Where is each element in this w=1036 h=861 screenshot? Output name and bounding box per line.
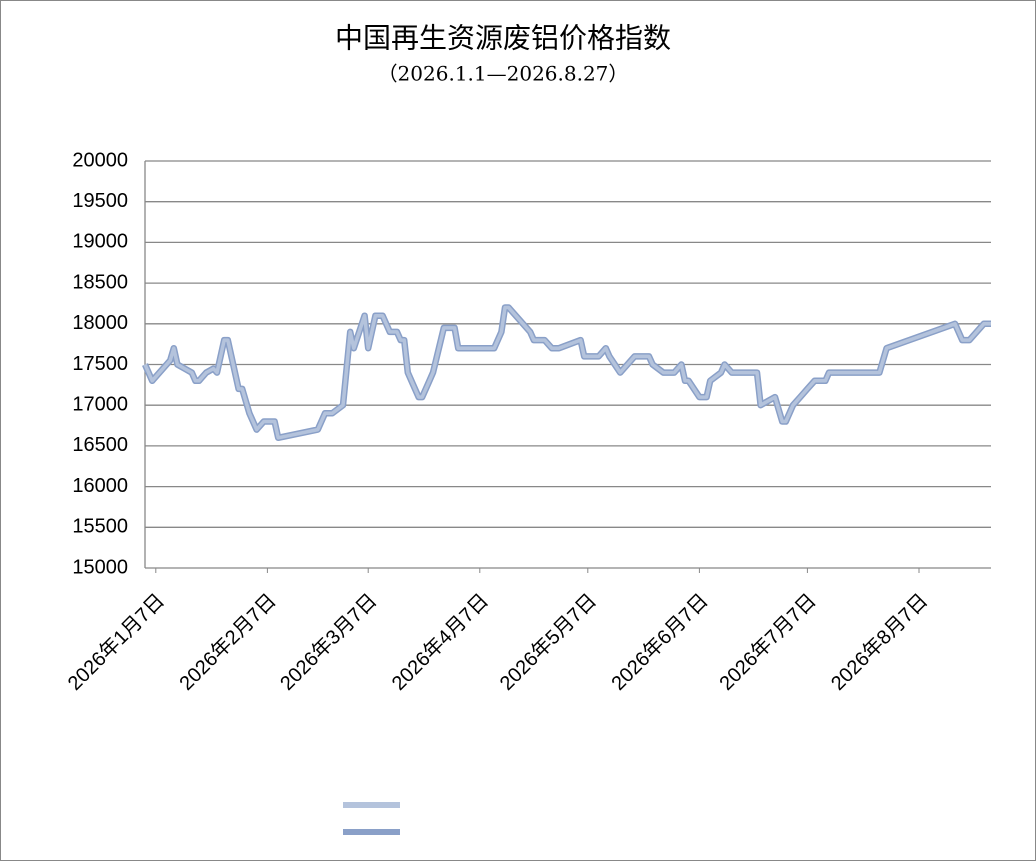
y-tick-label: 17000 bbox=[72, 393, 128, 415]
y-tick-label: 20000 bbox=[72, 149, 128, 171]
series-line bbox=[143, 305, 991, 440]
chart-title: 中国再生资源废铝价格指数 bbox=[335, 22, 671, 55]
y-tick-label: 16000 bbox=[72, 475, 128, 497]
y-tick-label: 15000 bbox=[72, 556, 128, 578]
y-tick-label: 18500 bbox=[72, 271, 128, 293]
y-tick-label: 15500 bbox=[72, 516, 128, 538]
y-tick-label: 19500 bbox=[72, 190, 128, 212]
y-tick-label: 18000 bbox=[72, 312, 128, 334]
y-tick-label: 19000 bbox=[72, 231, 128, 253]
chart-subtitle: （2026.1.1—2026.8.27） bbox=[378, 62, 629, 86]
y-tick-label: 17500 bbox=[72, 353, 128, 375]
y-tick-label: 16500 bbox=[72, 434, 128, 456]
